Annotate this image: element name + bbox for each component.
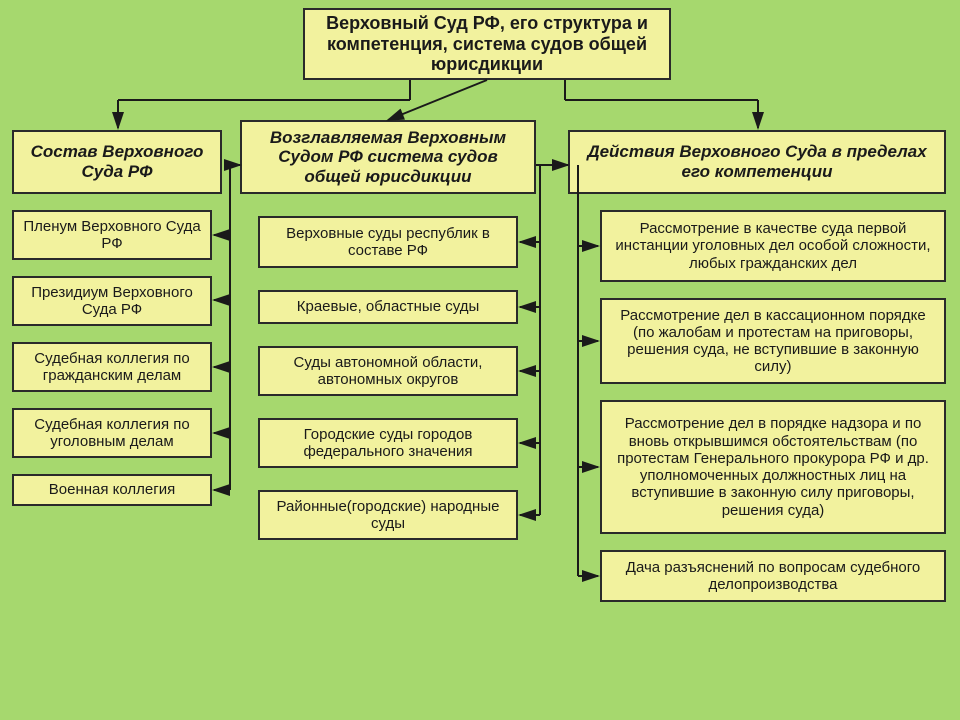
col1-header: Возглавляемая Верховным Судом РФ система… [240, 120, 536, 194]
col0-item4: Военная коллегия [12, 474, 212, 506]
col0-item2: Судебная коллегия по гражданским делам [12, 342, 212, 392]
col2-item2: Рассмотрение дел в порядке надзора и по … [600, 400, 946, 534]
col0-item3: Судебная коллегия по уголовным делам [12, 408, 212, 458]
col1-item1: Краевые, областные суды [258, 290, 518, 324]
col0-item0: Пленум Верховного Суда РФ [12, 210, 212, 260]
col2-item0: Рассмотрение в качестве суда первой инст… [600, 210, 946, 282]
col2-item1: Рассмотрение дел в кассационном порядке … [600, 298, 946, 384]
col1-item3: Городские суды городов федерального знач… [258, 418, 518, 468]
col0-header: Состав Верховного Суда РФ [12, 130, 222, 194]
col2-header: Действия Верховного Суда в пределах его … [568, 130, 946, 194]
col1-item2: Суды автономной области, автономных окру… [258, 346, 518, 396]
col0-item1: Президиум Верховного Суда РФ [12, 276, 212, 326]
col1-item0: Верховные суды республик в составе РФ [258, 216, 518, 268]
root-box: Верховный Суд РФ, его структура и компет… [303, 8, 671, 80]
col2-item3: Дача разъяснений по вопросам судебного д… [600, 550, 946, 602]
col1-item4: Районные(городские) народные суды [258, 490, 518, 540]
